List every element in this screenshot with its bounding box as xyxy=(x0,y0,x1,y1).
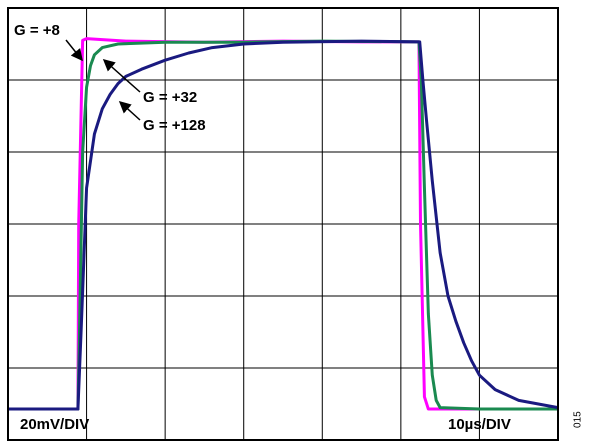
arrow xyxy=(65,39,83,62)
trace xyxy=(8,39,558,411)
arrow xyxy=(118,100,141,121)
traces xyxy=(8,37,559,411)
plot-frame xyxy=(7,7,559,441)
series-label: G = +128 xyxy=(143,117,206,134)
trace xyxy=(8,39,559,411)
series-label: G = +32 xyxy=(143,89,197,106)
y-scale-label: 20mV/DIV xyxy=(20,416,89,433)
figure-number: 015 xyxy=(573,411,584,428)
grid xyxy=(7,7,559,441)
arrow xyxy=(102,59,141,93)
series-label: G = +8 xyxy=(14,22,60,39)
x-scale-label: 10µs/DIV xyxy=(448,416,511,433)
